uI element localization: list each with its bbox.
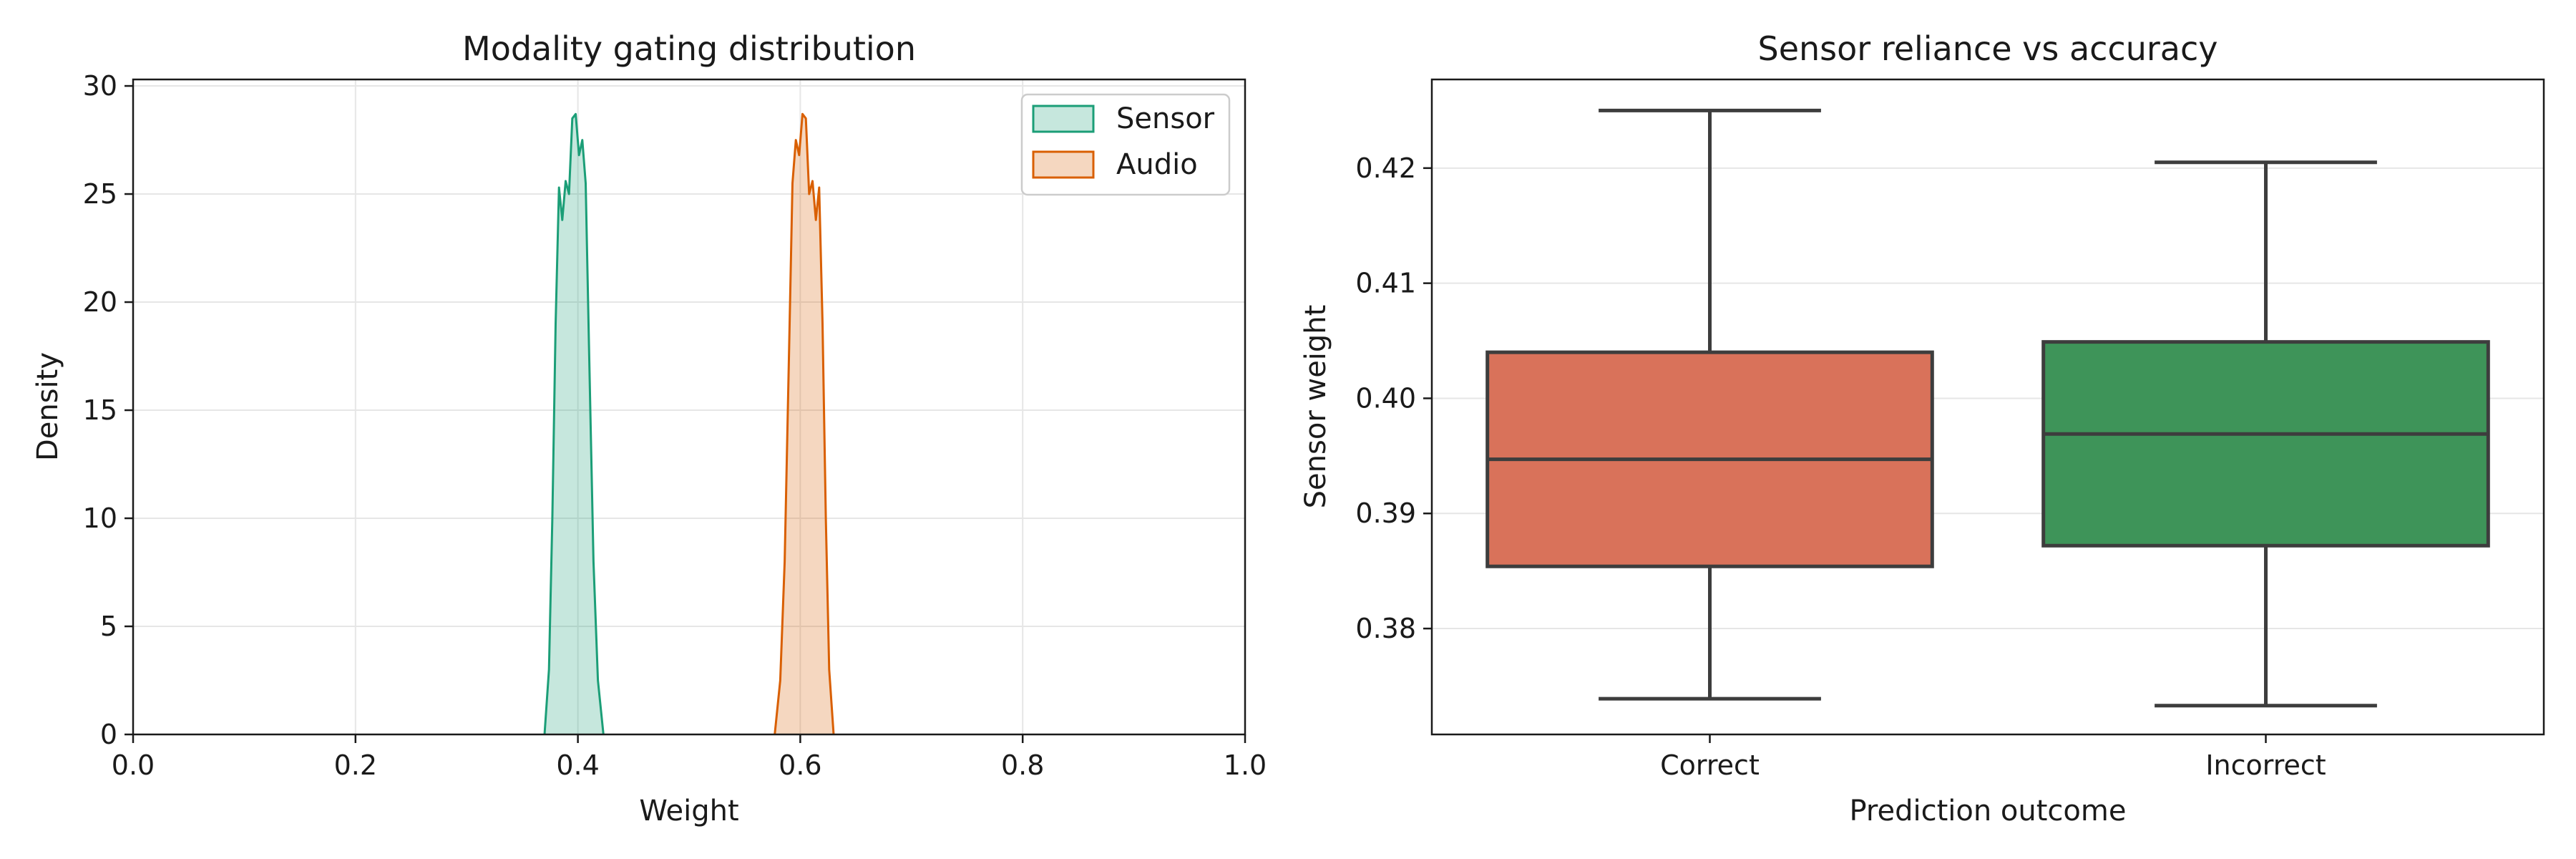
box-x-tick-label: Incorrect — [2205, 749, 2326, 781]
density-x-tick-label: 0.8 — [1001, 749, 1044, 781]
legend-frame — [1020, 93, 1231, 196]
box-x-ticks: Correct Incorrect — [1660, 734, 2326, 781]
density-x-tick-label: 1.0 — [1224, 749, 1267, 781]
box-incorrect — [2041, 340, 2490, 548]
density-y-tick-label: 15 — [83, 394, 117, 426]
legend-label-audio: Audio — [1116, 148, 1198, 181]
density-x-axis-label: Weight — [639, 795, 738, 828]
density-y-tick-label: 20 — [83, 286, 117, 318]
box-y-tick-label: 0.40 — [1355, 382, 1416, 414]
box-plot-frame — [1430, 78, 2545, 736]
box-y-ticks: 0.38 0.39 0.40 0.41 0.42 — [1355, 152, 1432, 644]
box-y-axis-label: Sensor weight — [1299, 305, 1332, 509]
box-plots — [1485, 108, 2490, 708]
density-x-tick-label: 0.4 — [556, 749, 599, 781]
legend-swatch-sensor — [1032, 105, 1095, 133]
density-x-tick-label: 0.6 — [779, 749, 821, 781]
density-chart-title: Modality gating distribution — [462, 29, 916, 68]
density-plot-frame — [132, 78, 1246, 736]
box-y-tick-label: 0.42 — [1355, 152, 1416, 184]
box-y-tick-label: 0.38 — [1355, 613, 1416, 644]
density-areas — [543, 112, 835, 735]
density-x-tick-label: 0.0 — [112, 749, 155, 781]
box-y-tick-label: 0.39 — [1355, 498, 1416, 529]
box-chart-title: Sensor reliance vs accuracy — [1758, 29, 2218, 68]
density-y-tick-label: 30 — [83, 70, 117, 102]
density-y-tick-label: 10 — [83, 503, 117, 534]
density-x-ticks: 0.0 0.2 0.4 0.6 0.8 1.0 — [112, 734, 1267, 781]
density-y-tick-label: 25 — [83, 178, 117, 210]
density-line-sensor — [543, 112, 605, 735]
density-area-audio — [774, 114, 834, 735]
box-x-axis-label: Prediction outcome — [1850, 795, 2127, 828]
density-y-tick-label: 0 — [100, 719, 117, 750]
density-y-axis-label: Density — [31, 352, 64, 461]
legend-swatch-audio — [1032, 150, 1095, 179]
density-x-tick-label: 0.2 — [334, 749, 377, 781]
density-y-tick-label: 5 — [100, 611, 117, 642]
box-x-tick-label: Correct — [1660, 749, 1760, 781]
density-y-ticks: 0 5 10 15 20 25 30 — [83, 70, 133, 750]
legend-label-sensor: Sensor — [1116, 102, 1215, 135]
density-chart: 0.0 0.2 0.4 0.6 0.8 1.0 0 5 10 15 20 25 30 Modality… — [31, 29, 1267, 828]
box-y-tick-label: 0.41 — [1355, 268, 1416, 299]
density-line-audio — [774, 112, 835, 735]
density-legend: Sensor Audio — [1020, 93, 1231, 196]
box-chart: Correct Incorrect 0.38 0.39 0.40 0.41 0.42 Se… — [1299, 29, 2545, 828]
density-area-sensor — [545, 114, 604, 735]
